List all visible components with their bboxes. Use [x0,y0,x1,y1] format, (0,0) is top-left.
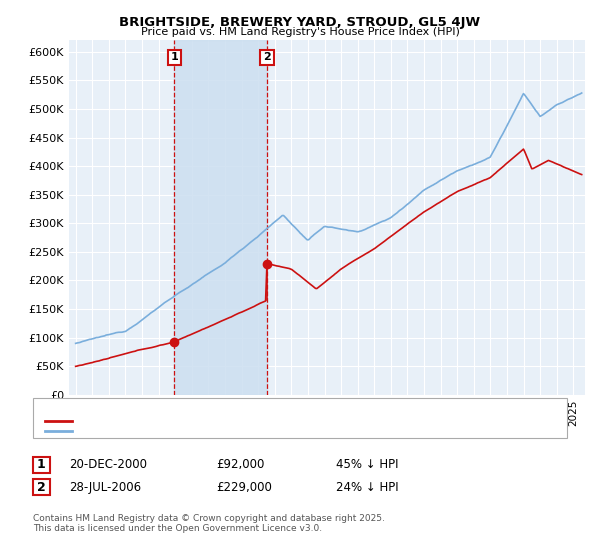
Text: 1: 1 [37,458,46,472]
Text: 20-DEC-2000: 20-DEC-2000 [69,458,147,472]
Text: BRIGHTSIDE, BREWERY YARD, STROUD, GL5 4JW (detached house): BRIGHTSIDE, BREWERY YARD, STROUD, GL5 4J… [75,416,422,426]
Text: £92,000: £92,000 [216,458,265,472]
Text: £229,000: £229,000 [216,480,272,494]
Text: HPI: Average price, detached house, Stroud: HPI: Average price, detached house, Stro… [75,426,302,436]
Text: Price paid vs. HM Land Registry's House Price Index (HPI): Price paid vs. HM Land Registry's House … [140,27,460,37]
Text: 2: 2 [263,53,271,63]
Text: 2: 2 [37,480,46,494]
Text: 45% ↓ HPI: 45% ↓ HPI [336,458,398,472]
Bar [175,40,267,395]
Text: 28-JUL-2006: 28-JUL-2006 [69,480,141,494]
Text: 1: 1 [170,53,178,63]
Text: BRIGHTSIDE, BREWERY YARD, STROUD, GL5 4JW: BRIGHTSIDE, BREWERY YARD, STROUD, GL5 4J… [119,16,481,29]
Text: 24% ↓ HPI: 24% ↓ HPI [336,480,398,494]
Text: Contains HM Land Registry data © Crown copyright and database right 2025.
This d: Contains HM Land Registry data © Crown c… [33,514,385,534]
